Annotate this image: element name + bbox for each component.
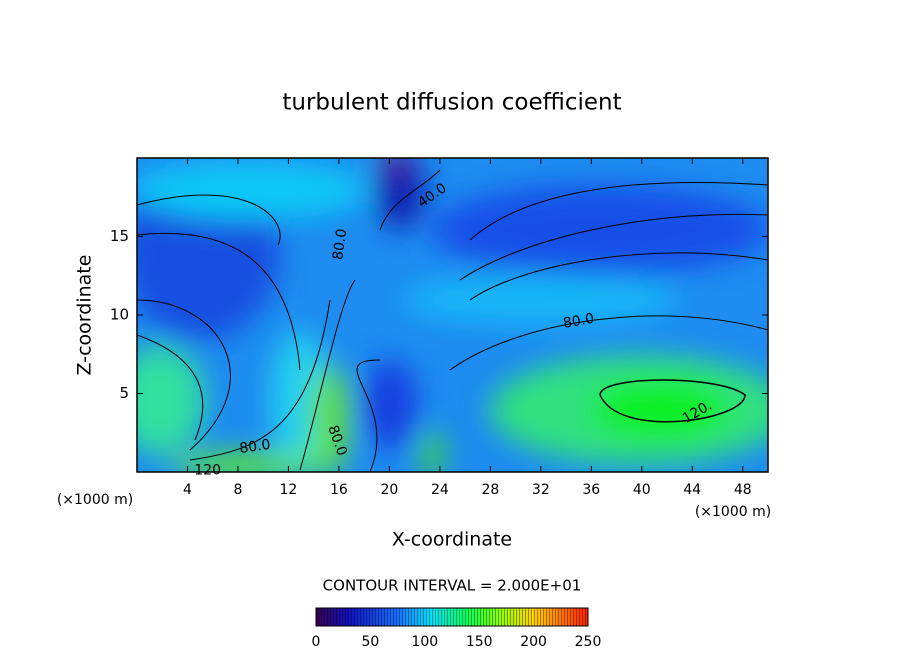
contour-field — [137, 158, 768, 472]
colorbar-tick-label: 250 — [575, 634, 602, 650]
contour-interval: CONTOUR INTERVAL = 2.000E+01 — [323, 577, 582, 595]
colorbar-tick-label: 100 — [411, 634, 438, 650]
colorbar-tick-label: 200 — [520, 634, 547, 650]
contour-label: 80.0 — [562, 311, 595, 332]
contour-label: 80.0 — [330, 228, 350, 261]
x-tick-label: 4 — [183, 482, 192, 498]
x-tick-label: 8 — [233, 482, 242, 498]
x-unit-label: (×1000 m) — [57, 492, 133, 508]
x-tick-label: 28 — [481, 482, 499, 498]
colorbar-tick-label: 0 — [312, 634, 321, 650]
x-tick-label: 16 — [330, 482, 348, 498]
x-axis-label: X-coordinate — [392, 529, 512, 551]
y-tick-label: 5 — [119, 384, 129, 402]
contour-label: 120 — [194, 462, 221, 478]
x-tick-label: 24 — [431, 482, 449, 498]
x-tick-label: 32 — [532, 482, 550, 498]
x-tick-label: 20 — [380, 482, 398, 498]
colorbar-tick-label: 50 — [361, 634, 379, 650]
contour-label: 80.0 — [238, 437, 271, 457]
y-tick-label: 15 — [110, 227, 129, 245]
chart-title: turbulent diffusion coefficient — [282, 90, 621, 116]
x-tick-label: 40 — [633, 482, 651, 498]
x-tick-label: 36 — [582, 482, 600, 498]
x-tick-label: 48 — [734, 482, 752, 498]
x-tick-label: 12 — [280, 482, 298, 498]
y-axis-label: Z-coordinate — [74, 255, 96, 376]
y-tick-label: 10 — [110, 306, 129, 324]
colorbar-stripes — [316, 608, 588, 626]
colorbar-tick-label: 150 — [466, 634, 493, 650]
x-unit-label: (×1000 m) — [695, 504, 771, 520]
x-tick-label: 44 — [683, 482, 701, 498]
